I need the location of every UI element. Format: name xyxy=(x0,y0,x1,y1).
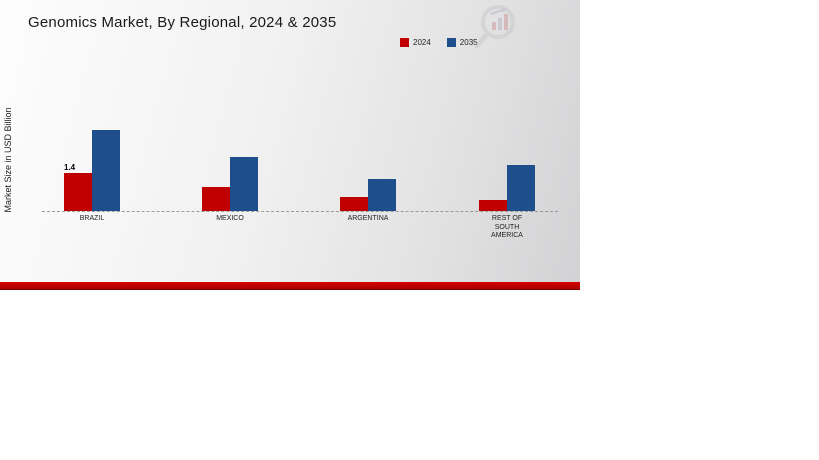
category-label: ARGENTINA xyxy=(347,215,389,222)
legend-swatch-2024-icon xyxy=(400,38,409,47)
legend-swatch-2035-icon xyxy=(446,38,456,47)
watermark-logo-icon xyxy=(474,5,515,49)
y-axis-label: Market Size in USD Billion xyxy=(3,107,13,213)
category-label: BRAZIL xyxy=(79,215,105,222)
bar-value-label: 1.4 xyxy=(64,163,76,172)
legend-item-2035: 2035 xyxy=(446,38,478,47)
chart-title: Genomics Market, By Regional, 2024 & 203… xyxy=(28,14,337,31)
category-label: REST OF SOUTH AMERICA xyxy=(491,215,523,239)
bar-2035-rest-of-south-america xyxy=(507,165,535,211)
bar-2035-argentina xyxy=(368,179,396,211)
bar-2035-mexico xyxy=(230,157,258,211)
bar-2024-mexico xyxy=(202,187,230,211)
bar-2024-brazil xyxy=(64,173,92,211)
legend-label-2024: 2024 xyxy=(413,38,431,47)
legend-item-2024: 2024 xyxy=(400,38,431,47)
bar-2035-brazil xyxy=(92,130,120,211)
bar-2024-argentina xyxy=(340,197,368,211)
plot-area: BRAZIL MEXICO ARGENTINA REST OF SOUTH AMERI… xyxy=(42,0,558,239)
category-label: MEXICO xyxy=(216,215,244,222)
legend-label-2035: 2035 xyxy=(459,38,478,47)
chart-panel: Genomics Market, By Regional, 2024 & 203… xyxy=(0,0,580,290)
accent-stripe xyxy=(0,282,580,290)
chart-legend: 2024 2035 xyxy=(400,38,478,47)
bar-2024-rest-of-south-america xyxy=(479,200,507,211)
